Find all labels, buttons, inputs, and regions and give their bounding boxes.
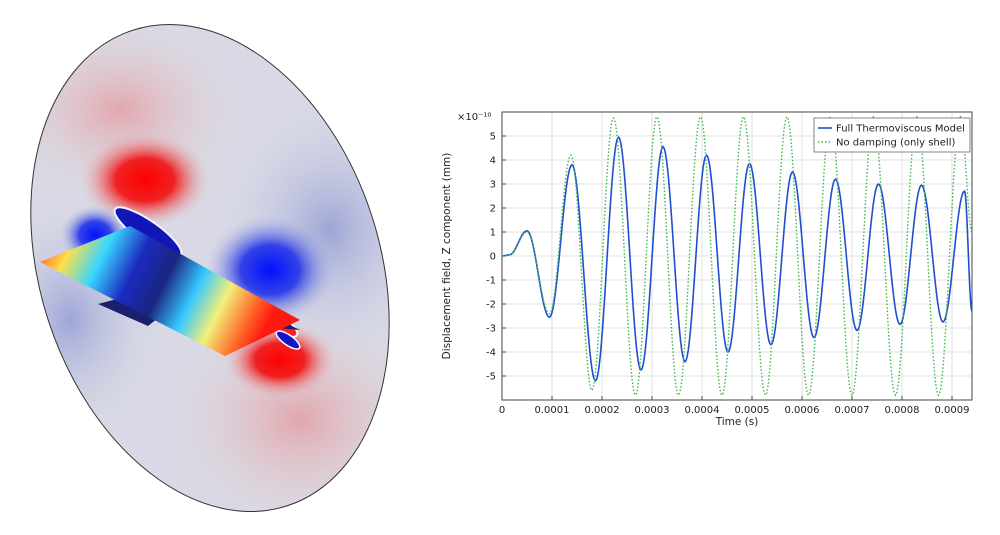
line-chart: -5 -4 -3 -2 -1 0 1 2 3 4 5 0 0.0001 0.0002 0.0003 0.00… bbox=[441, 111, 973, 428]
y-tick-label: -3 bbox=[486, 324, 496, 335]
x-tick-label: 0.0007 bbox=[835, 405, 870, 416]
x-tick-label: 0.0006 bbox=[785, 405, 820, 416]
y-tick-label: -2 bbox=[486, 300, 496, 311]
y-tick-label: 2 bbox=[490, 204, 496, 215]
y-tick-label: -4 bbox=[486, 348, 496, 359]
y-tick-label: -5 bbox=[486, 372, 496, 383]
x-tick-label: 0.0008 bbox=[885, 405, 920, 416]
y-tick-label: 5 bbox=[490, 132, 496, 143]
legend-box bbox=[813, 117, 971, 153]
y-axis: -5 -4 -3 -2 -1 0 1 2 3 4 5 bbox=[486, 132, 506, 383]
x-axis: 0 0.0001 0.0002 0.0003 0.0004 0.0005 0.0006 0.0… bbox=[499, 396, 970, 416]
series-line-0 bbox=[501, 135, 973, 383]
x-axis-label: Time (s) bbox=[715, 416, 759, 428]
grid-lines bbox=[501, 112, 972, 400]
x-tick-label: 0 bbox=[499, 405, 505, 416]
x-tick-label: 0.0001 bbox=[535, 405, 570, 416]
y-tick-label: 0 bbox=[490, 252, 496, 263]
series-lines bbox=[501, 115, 973, 397]
x-tick-label: 0.0002 bbox=[585, 405, 620, 416]
legend-label-full-thermoviscous: Full Thermoviscous Model bbox=[836, 124, 965, 135]
x-tick-label: 0.0005 bbox=[735, 405, 770, 416]
red-lobe-upper bbox=[80, 132, 210, 228]
legend-label-no-damping: No damping (only shell) bbox=[836, 138, 955, 149]
x-tick-label: 0.0009 bbox=[935, 405, 970, 416]
y-tick-label: 4 bbox=[490, 156, 496, 167]
y-tick-label: -1 bbox=[486, 276, 496, 287]
x-tick-label: 0.0004 bbox=[685, 405, 720, 416]
x-tick-label: 0.0003 bbox=[635, 405, 670, 416]
y-tick-label: 3 bbox=[490, 180, 496, 191]
y-axis-label: Displacement field, Z component (mm) bbox=[441, 153, 453, 360]
vibrating-plate bbox=[40, 226, 300, 356]
y-tick-label: 1 bbox=[490, 228, 496, 239]
simulation-rendering bbox=[0, 0, 430, 535]
y-axis-exponent: ×10⁻¹⁰ bbox=[457, 112, 491, 123]
disc-outline bbox=[30, 24, 390, 512]
legend: Full Thermoviscous Model No damping (onl… bbox=[813, 117, 971, 153]
